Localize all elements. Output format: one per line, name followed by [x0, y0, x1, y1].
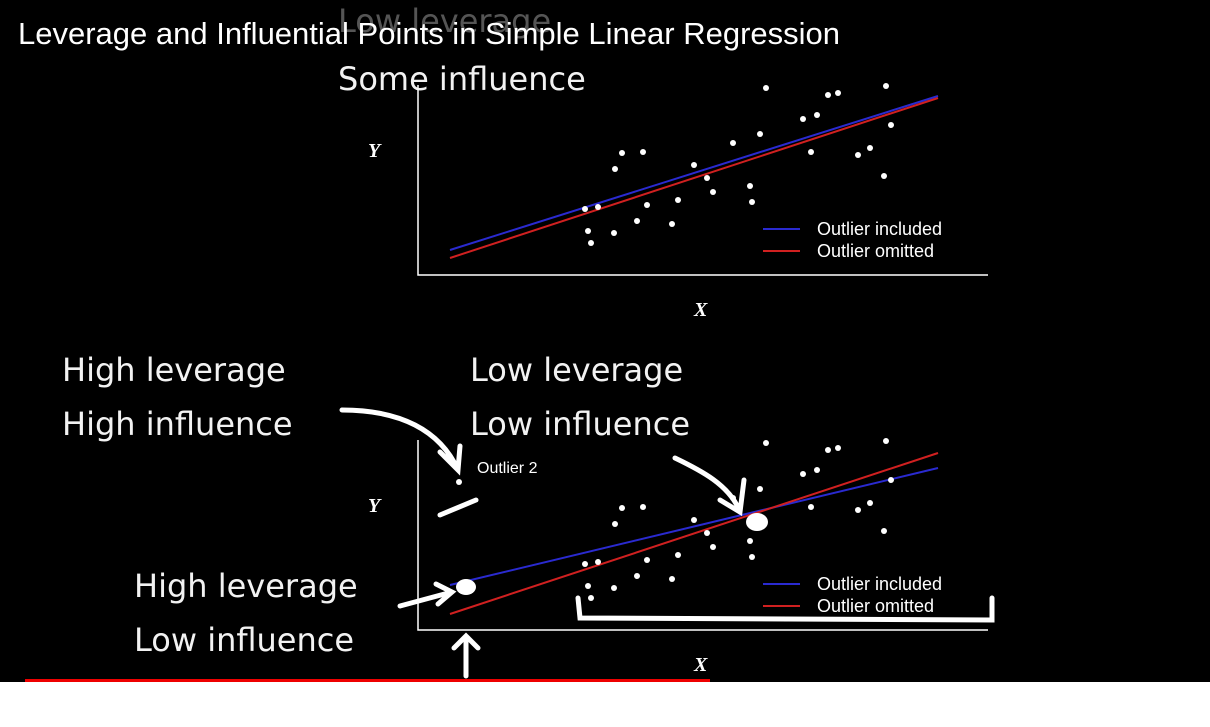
- point: [757, 131, 763, 137]
- y-axis-label: Y: [368, 140, 382, 162]
- annotation: Low influence: [134, 621, 354, 659]
- point: [675, 552, 681, 558]
- point: [749, 199, 755, 205]
- point: [669, 576, 675, 582]
- point: [883, 438, 889, 444]
- point: [749, 554, 755, 560]
- point: [640, 149, 646, 155]
- point: [883, 83, 889, 89]
- point: [588, 240, 594, 246]
- point: [835, 445, 841, 451]
- fit-line: [449, 452, 939, 615]
- point: [582, 206, 588, 212]
- point: [814, 467, 820, 473]
- point: [763, 440, 769, 446]
- point: [855, 507, 861, 513]
- fit-line: [449, 467, 939, 586]
- point: [669, 221, 675, 227]
- point: [825, 92, 831, 98]
- point: [634, 218, 640, 224]
- axes: [417, 440, 988, 631]
- outlier-point: [746, 513, 768, 531]
- video-title: Leverage and Influential Points in Simpl…: [18, 16, 840, 51]
- point: [585, 228, 591, 234]
- point-label: Outlier 2: [477, 460, 538, 477]
- point: [588, 595, 594, 601]
- point: [595, 559, 601, 565]
- point: [595, 204, 601, 210]
- outlier-point: [456, 579, 476, 595]
- legend-entry: Outlier included: [817, 219, 942, 239]
- point: [619, 150, 625, 156]
- point: [888, 122, 894, 128]
- point: [710, 189, 716, 195]
- point: [855, 152, 861, 158]
- point: [704, 175, 710, 181]
- point: [710, 544, 716, 550]
- annotation: High leverage: [62, 351, 286, 389]
- point: [747, 538, 753, 544]
- point: [585, 583, 591, 589]
- y-axis-label: Y: [368, 495, 382, 517]
- point: [888, 477, 894, 483]
- point: [704, 530, 710, 536]
- legend-entry: Outlier omitted: [817, 596, 934, 616]
- point: [644, 202, 650, 208]
- point: [800, 471, 806, 477]
- point: [611, 230, 617, 236]
- hand-arrows: [339, 407, 995, 679]
- axes: [417, 85, 988, 276]
- point: [456, 479, 462, 485]
- point: [808, 504, 814, 510]
- background: [0, 0, 1210, 682]
- point: [763, 85, 769, 91]
- point: [757, 486, 763, 492]
- point: [612, 166, 618, 172]
- point: [691, 517, 697, 523]
- point: [611, 585, 617, 591]
- point: [675, 197, 681, 203]
- point: [582, 561, 588, 567]
- point: [814, 112, 820, 118]
- point: [881, 528, 887, 534]
- point: [835, 90, 841, 96]
- point: [730, 140, 736, 146]
- point: [800, 116, 806, 122]
- point: [808, 149, 814, 155]
- point: [644, 557, 650, 563]
- fit-line: [449, 95, 939, 251]
- legend-entry: Outlier included: [817, 574, 942, 594]
- point: [640, 504, 646, 510]
- x-axis-label: X: [693, 299, 708, 321]
- point: [867, 145, 873, 151]
- point: [867, 500, 873, 506]
- fit-line: [449, 97, 939, 259]
- annotation: High influence: [62, 405, 293, 443]
- point: [612, 521, 618, 527]
- point: [691, 162, 697, 168]
- annotation: Low leverage: [470, 351, 683, 389]
- point: [825, 447, 831, 453]
- point: [747, 183, 753, 189]
- annotation: Some influence: [338, 60, 586, 98]
- annotation: High leverage: [134, 567, 358, 605]
- x-axis-label: X: [693, 654, 708, 676]
- progress-bar[interactable]: [25, 679, 710, 682]
- annotation: Low influence: [470, 405, 690, 443]
- point: [634, 573, 640, 579]
- legend-entry: Outlier omitted: [817, 241, 934, 261]
- point: [881, 173, 887, 179]
- faded-annotation: Low leverage: [338, 2, 551, 40]
- point: [619, 505, 625, 511]
